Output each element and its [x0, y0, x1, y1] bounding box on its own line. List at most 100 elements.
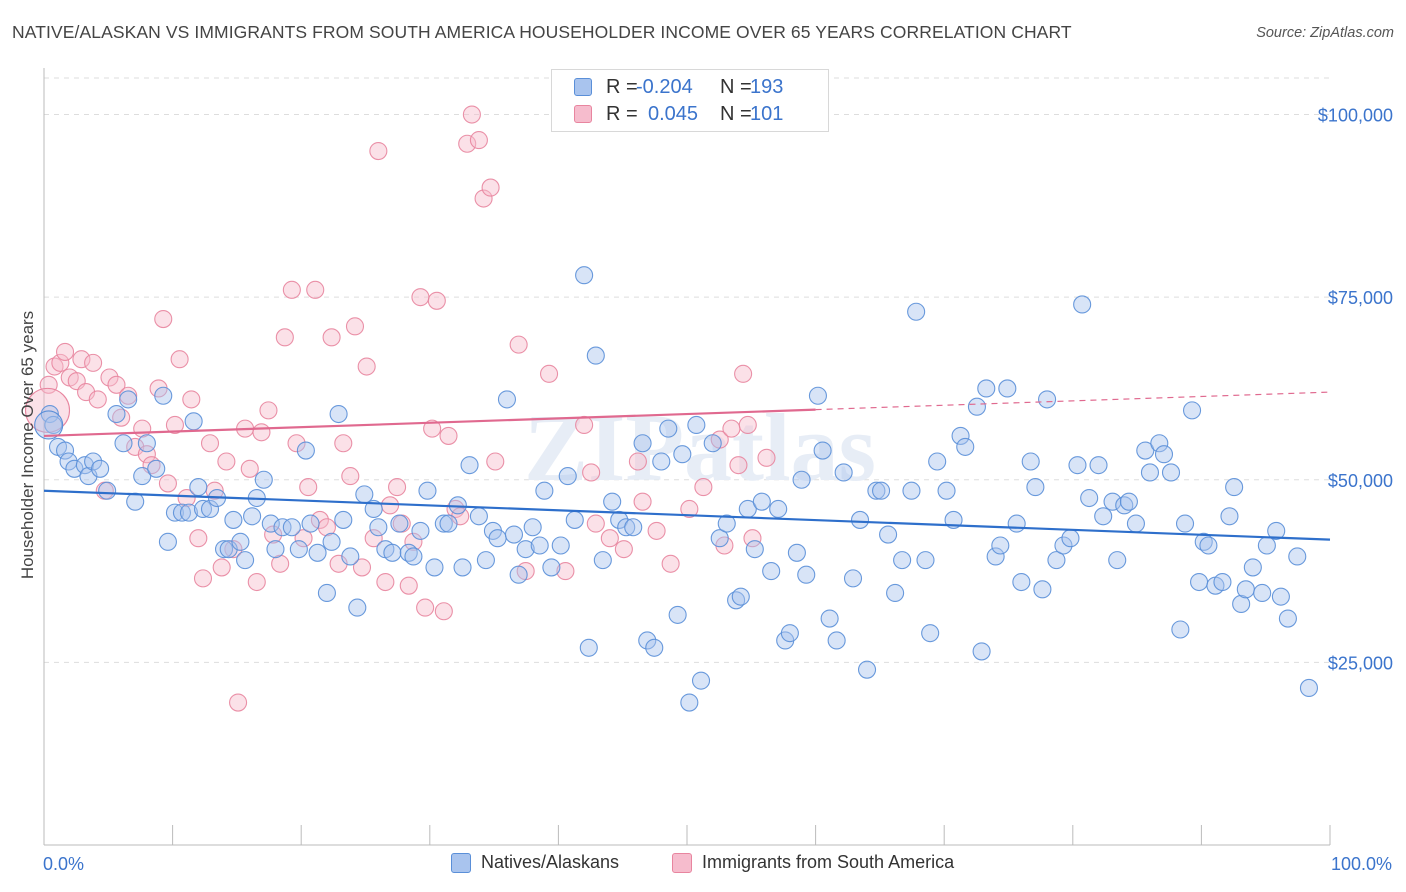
data-point [600, 529, 619, 548]
data-point [1253, 583, 1272, 603]
data-point [565, 510, 584, 529]
data-point [1038, 390, 1057, 409]
data-point [236, 551, 255, 570]
data-point [329, 404, 348, 424]
data-point [850, 510, 870, 529]
data-point [769, 499, 788, 519]
data-point [229, 693, 248, 712]
data-point [516, 540, 535, 559]
data-point [264, 525, 283, 544]
data-point [586, 346, 605, 365]
data-point [808, 386, 827, 405]
data-point [1257, 536, 1276, 555]
data-point [107, 404, 126, 424]
data-point [172, 503, 192, 522]
data-point [240, 459, 259, 478]
y-tick-labels: $25,000 $50,000 $75,000 $100,000 [1318, 106, 1393, 674]
data-point [177, 488, 196, 508]
series-immigrants-points [24, 105, 776, 712]
data-point [84, 353, 103, 372]
data-point [261, 514, 280, 533]
data-point [916, 551, 935, 570]
data-point [1119, 492, 1138, 511]
legend: R = -0.204 N = 193 R = 0.045 N = 101 [551, 69, 829, 132]
legend-r-value: -0.204 [636, 75, 693, 98]
data-point [792, 470, 811, 489]
data-point [154, 310, 173, 329]
data-point [212, 558, 231, 577]
data-point [189, 478, 208, 497]
data-point [217, 452, 236, 471]
data-point [334, 434, 353, 453]
data-point [1220, 507, 1239, 526]
data-point [691, 671, 711, 690]
data-point [434, 514, 453, 533]
data-point [383, 543, 402, 562]
data-point [1089, 456, 1108, 475]
data-point [1236, 580, 1255, 599]
data-point [334, 510, 353, 529]
data-point [434, 602, 453, 621]
data-point [1161, 463, 1181, 482]
data-point [1012, 572, 1031, 592]
data-point [266, 540, 285, 559]
axes [43, 68, 1331, 846]
data-point [556, 562, 575, 581]
data-point [1080, 488, 1099, 508]
data-point [65, 459, 84, 478]
data-point [416, 598, 435, 617]
data-point [886, 583, 905, 603]
data-point [352, 558, 372, 577]
data-point [972, 642, 991, 661]
data-point [182, 390, 201, 409]
data-point [308, 543, 327, 562]
data-point [937, 481, 956, 500]
data-point [133, 467, 152, 486]
data-point [530, 536, 549, 555]
source-label: Source: ZipAtlas.com [1256, 25, 1394, 41]
bottom-legend-immigrants: Immigrants from South America [672, 852, 954, 873]
data-point [633, 492, 652, 511]
data-point [645, 638, 664, 657]
data-point [84, 452, 103, 471]
data-point [458, 134, 477, 153]
data-point [1047, 551, 1066, 570]
legend-r-value: 0.045 [648, 102, 699, 125]
data-point [638, 631, 657, 650]
data-point [88, 390, 107, 409]
data-point [1182, 401, 1202, 420]
data-point [481, 178, 500, 197]
data-point [703, 434, 722, 453]
data-point [1068, 456, 1087, 475]
data-point [296, 441, 315, 460]
data-point [282, 280, 301, 299]
data-point [722, 419, 741, 438]
data-point [731, 587, 750, 606]
data-point [586, 514, 605, 533]
data-point [542, 558, 561, 577]
data-point [575, 415, 594, 435]
data-point [1243, 558, 1262, 577]
data-point [757, 448, 776, 467]
data-point [659, 419, 678, 438]
data-point [411, 288, 430, 307]
legend-row-natives: R = -0.204 N = 193 [574, 75, 783, 99]
data-point [991, 536, 1010, 555]
data-point [98, 481, 117, 500]
data-point [427, 291, 446, 310]
data-point [738, 415, 757, 435]
data-point-large [24, 387, 71, 433]
data-point [628, 452, 647, 471]
legend-n-value: 101 [750, 102, 784, 125]
data-point [1033, 580, 1052, 599]
data-point [1073, 295, 1092, 314]
data-point [462, 105, 481, 124]
data-point [813, 441, 832, 460]
data-point [193, 499, 213, 519]
y-tick-label: $75,000 [1328, 288, 1393, 308]
bottom-legend-swatch-pink [672, 852, 692, 873]
data-point [647, 521, 666, 540]
data-point [998, 379, 1017, 398]
data-point [189, 529, 208, 548]
data-point [734, 364, 753, 383]
